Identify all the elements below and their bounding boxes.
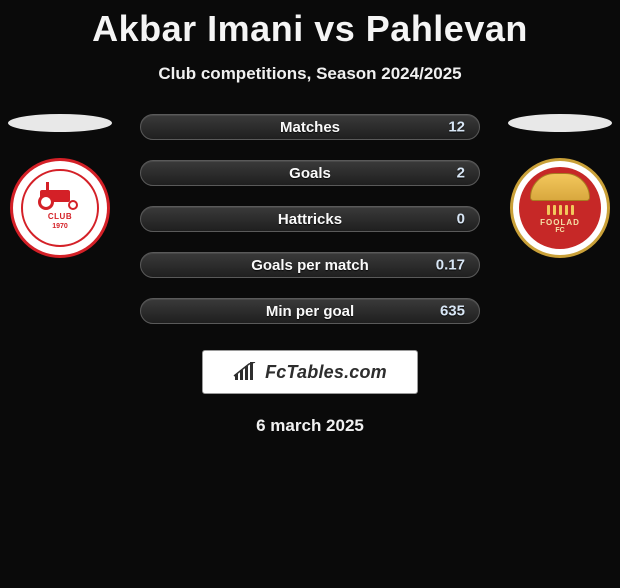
vs-text: vs bbox=[314, 8, 355, 50]
right-player-column: FOOLAD FC bbox=[500, 114, 620, 258]
player1-name: Akbar Imani bbox=[92, 8, 304, 50]
right-placeholder-ellipse bbox=[508, 114, 612, 132]
subtitle: Club competitions, Season 2024/2025 bbox=[0, 64, 620, 84]
stat-row-matches: Matches 12 bbox=[140, 114, 480, 140]
brand-text: FcTables.com bbox=[265, 362, 387, 383]
left-placeholder-ellipse bbox=[8, 114, 112, 132]
foolad-badge-text-top: FOOLAD bbox=[540, 218, 580, 227]
stat-label: Goals per match bbox=[251, 257, 369, 274]
tractor-icon bbox=[38, 186, 82, 210]
tractor-club-badge: CLUB 1970 bbox=[10, 158, 110, 258]
brand-box: FcTables.com bbox=[202, 350, 418, 394]
stat-label: Matches bbox=[280, 119, 340, 136]
stat-value: 635 bbox=[440, 303, 465, 320]
stat-row-goals-per-match: Goals per match 0.17 bbox=[140, 252, 480, 278]
bar-chart-icon bbox=[233, 362, 259, 382]
foolad-badge-text-bottom: FC bbox=[555, 227, 564, 234]
tractor-badge-text-bottom: 1970 bbox=[52, 223, 68, 230]
stat-value: 2 bbox=[457, 165, 465, 182]
date-text: 6 march 2025 bbox=[0, 416, 620, 436]
foolad-stripes-icon bbox=[547, 205, 574, 215]
foolad-fc-badge: FOOLAD FC bbox=[510, 158, 610, 258]
stat-row-hattricks: Hattricks 0 bbox=[140, 206, 480, 232]
stat-value: 0.17 bbox=[436, 257, 465, 274]
stat-label: Min per goal bbox=[266, 303, 354, 320]
stat-label: Goals bbox=[289, 165, 331, 182]
page-title: Akbar Imani vs Pahlevan bbox=[0, 8, 620, 50]
foolad-badge-inner: FOOLAD FC bbox=[519, 167, 601, 249]
foolad-shield-icon bbox=[530, 173, 590, 201]
tractor-badge-text-top: CLUB bbox=[48, 212, 72, 221]
stat-label: Hattricks bbox=[278, 211, 342, 228]
stat-row-min-per-goal: Min per goal 635 bbox=[140, 298, 480, 324]
content-area: CLUB 1970 FOOLAD FC Matches 12 Goals 2 bbox=[0, 114, 620, 436]
stat-value: 0 bbox=[457, 211, 465, 228]
stat-row-goals: Goals 2 bbox=[140, 160, 480, 186]
left-player-column: CLUB 1970 bbox=[0, 114, 120, 258]
player2-name: Pahlevan bbox=[366, 8, 528, 50]
stats-list: Matches 12 Goals 2 Hattricks 0 Goals per… bbox=[140, 114, 480, 324]
tractor-badge-inner: CLUB 1970 bbox=[21, 169, 99, 247]
stat-value: 12 bbox=[448, 119, 465, 136]
